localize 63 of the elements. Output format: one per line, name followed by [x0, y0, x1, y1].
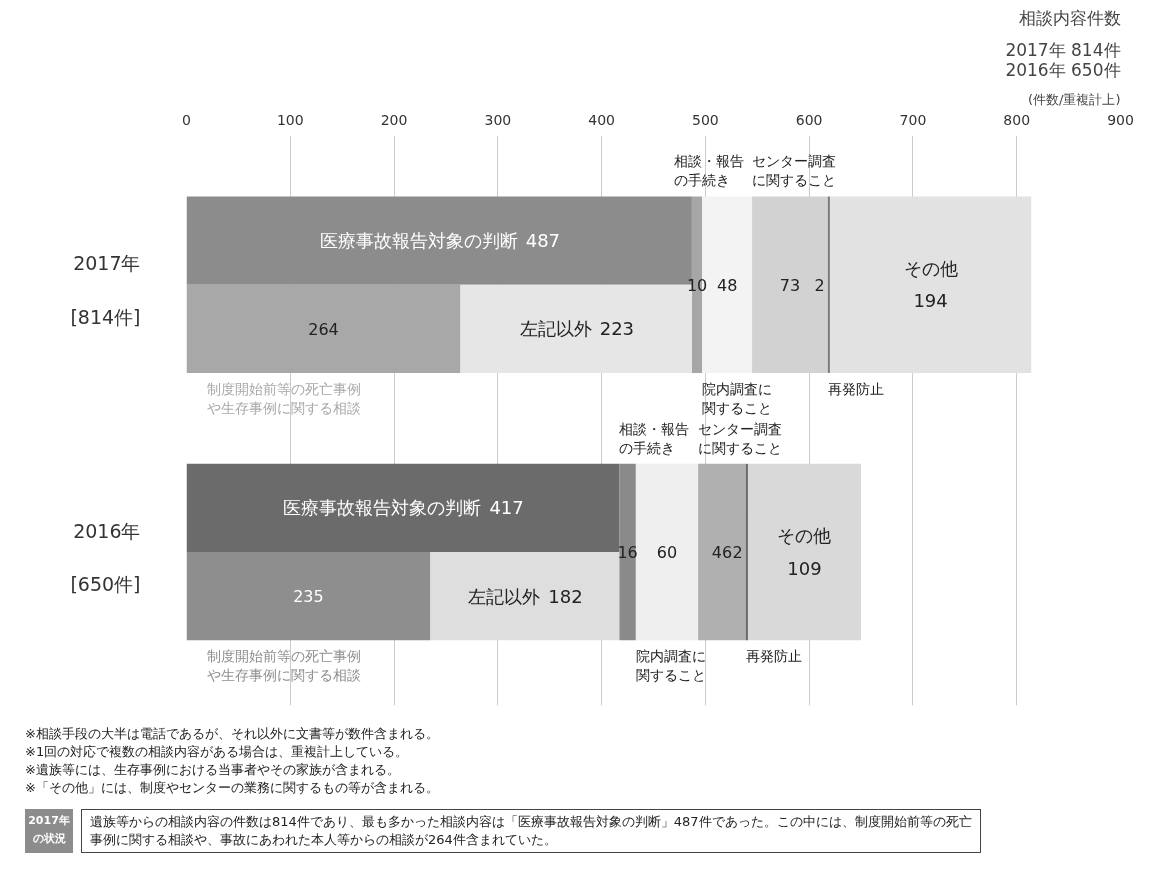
series-label: 制度開始前等の死亡事例や生存事例に関する相談 — [207, 380, 362, 417]
data-label: 264 — [308, 319, 339, 339]
series-label: 相談・報告の手続き — [619, 420, 690, 456]
data-label: 235 — [293, 587, 324, 607]
series-label: 院内調査に関すること — [702, 380, 773, 417]
text: 相談・報告の手続き — [674, 153, 745, 189]
data-label: 46 — [711, 543, 733, 563]
x-tick-label: 100 — [276, 111, 304, 128]
text: 2017年の状況 — [25, 809, 73, 853]
category-label: 2016年 [650件] — [70, 519, 141, 596]
bar — [827, 196, 830, 373]
data-label: 417 — [489, 497, 524, 519]
text: ※遺族等には、生存事例における当事者やその家族が含まれる。 — [25, 761, 401, 779]
series-label: その他 — [777, 525, 832, 547]
bar — [635, 463, 699, 641]
text: 再発防止 — [745, 648, 802, 665]
bar — [747, 463, 862, 641]
bar — [186, 463, 620, 553]
series-label: 左記以外 — [519, 318, 592, 340]
data-label: 109 — [787, 557, 822, 579]
text: ※相談手段の大半は電話であるが、それ以外に文書等が数件含まれる。 — [25, 725, 440, 743]
text: その他 — [903, 258, 958, 280]
bar — [430, 552, 620, 641]
bar — [752, 196, 828, 373]
bar — [619, 463, 636, 641]
x-tick-label: 500 — [692, 111, 719, 128]
data-label: 194 — [913, 290, 948, 312]
text: センター調査に関すること — [752, 153, 837, 189]
x-tick-label: 900 — [1107, 111, 1134, 128]
text: 制度開始前等の死亡事例や生存事例に関する相談 — [207, 648, 362, 684]
data-label: 182 — [548, 585, 583, 607]
series-label: 再発防止 — [827, 380, 884, 397]
chart-title: 相談内容件数 — [1018, 7, 1121, 28]
x-tick-label: 700 — [899, 111, 927, 128]
text: ※「その他」には、制度やセンターの業務に関するもの等が含まれる。 — [25, 779, 440, 797]
bar — [745, 463, 748, 641]
x-tick-label: 200 — [380, 111, 408, 128]
chart-subtitle: 2017年 814件 2016年 650件 — [1005, 39, 1121, 80]
data-label: 223 — [599, 318, 635, 340]
data-label: 2 — [732, 543, 743, 563]
category-label: 2017年 [814件] — [70, 252, 141, 328]
bar — [698, 463, 746, 641]
x-axis-title: (件数/重複計上) — [1027, 91, 1121, 107]
text: 院内調査に関すること — [635, 648, 706, 684]
data-label: 60 — [656, 543, 678, 563]
text: 遺族等からの相談内容の件数は814件であり、最も多かった相談内容は「医療事故報告対象の判断」487件であった。この中には、制度開始前等の死亡事例に関する相談や、事故にあわれた本人等からの相談が264件含まれていた。 — [81, 809, 981, 853]
series-label: センター調査に関すること — [698, 420, 783, 456]
data-label: 487 — [525, 230, 561, 252]
x-tick-label: 800 — [1003, 111, 1031, 128]
data-label: 48 — [717, 275, 738, 295]
bar — [186, 552, 431, 641]
series-label: 医療事故報告対象の判断 — [319, 230, 518, 252]
text: ※1回の対応で複数の相談内容がある場合は、重複計上している。 — [25, 743, 410, 761]
data-label: 2 — [814, 275, 825, 295]
data-label: 73 — [779, 275, 801, 295]
bar — [186, 284, 461, 373]
text: 医療事故報告対象の判断 — [283, 497, 482, 519]
x-tick-label: 0 — [182, 111, 191, 128]
bar — [829, 196, 1032, 373]
text: 左記以外 — [468, 585, 541, 607]
x-tick-label: 300 — [484, 111, 512, 128]
x-tick-label: 600 — [795, 111, 823, 128]
x-tick-label: 400 — [588, 111, 615, 128]
